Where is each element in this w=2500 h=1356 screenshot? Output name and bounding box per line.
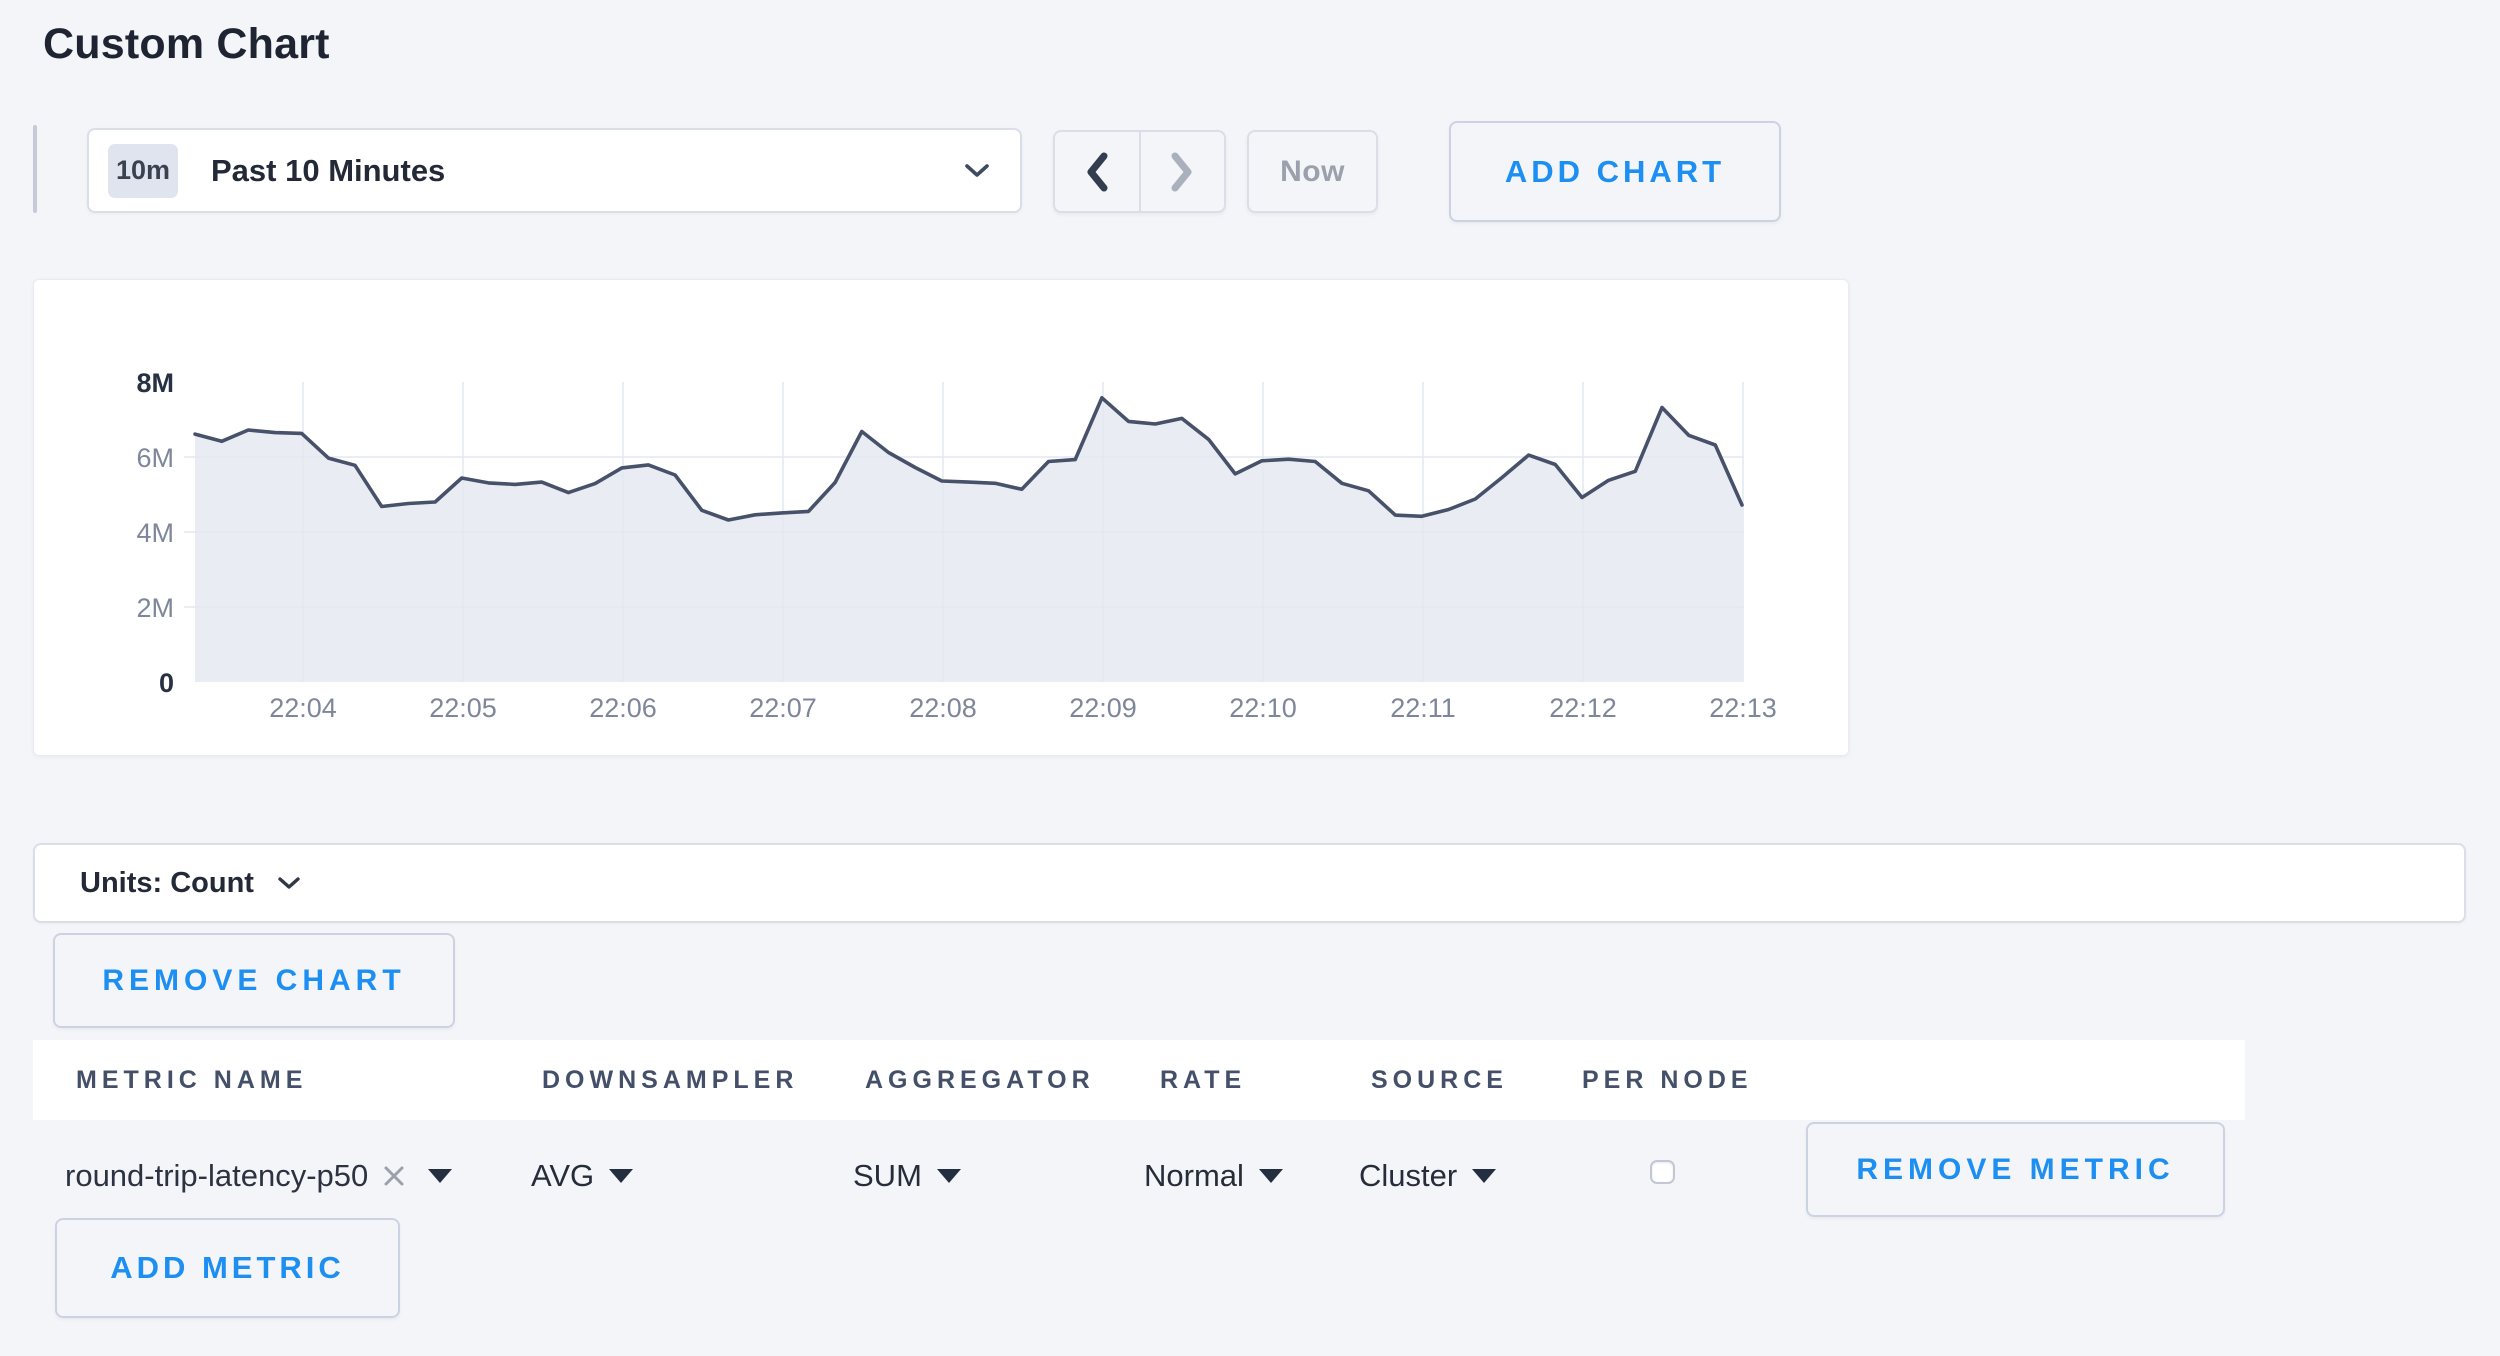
- rate-value: Normal: [1144, 1158, 1244, 1193]
- metrics-table-header: METRIC NAME DOWNSAMPLER AGGREGATOR RATE …: [33, 1040, 2245, 1120]
- caret-down-icon: [428, 1169, 453, 1183]
- metric-name-select[interactable]: round-trip-latency-p50: [65, 1154, 453, 1198]
- source-select[interactable]: Cluster: [1359, 1154, 1497, 1198]
- page-title: Custom Chart: [43, 20, 330, 68]
- svg-text:2M: 2M: [136, 593, 174, 623]
- svg-text:4M: 4M: [136, 518, 174, 548]
- aggregator-select[interactable]: SUM: [853, 1154, 961, 1198]
- svg-text:22:08: 22:08: [909, 693, 977, 723]
- time-window-nav: [1053, 130, 1226, 213]
- source-value: Cluster: [1359, 1158, 1458, 1193]
- caret-down-icon: [609, 1169, 634, 1183]
- downsampler-select[interactable]: AVG: [531, 1154, 634, 1198]
- now-button[interactable]: Now: [1247, 130, 1378, 213]
- custom-chart-card: 22:04 22:05 22:06 22:07 22:08 22:09 22:10 22:11…: [33, 279, 1849, 756]
- metric-name-value: round-trip-latency-p50: [65, 1158, 369, 1193]
- svg-text:22:10: 22:10: [1229, 693, 1297, 723]
- prev-time-button[interactable]: [1055, 132, 1141, 211]
- chevron-left-icon: [1087, 152, 1108, 191]
- remove-metric-button[interactable]: REMOVE METRIC: [1806, 1122, 2225, 1217]
- remove-chart-button[interactable]: REMOVE CHART: [53, 933, 455, 1028]
- downsampler-value: AVG: [531, 1158, 595, 1193]
- column-header-rate: RATE: [1160, 1065, 1247, 1094]
- caret-down-icon: [936, 1169, 961, 1183]
- svg-text:22:13: 22:13: [1709, 693, 1777, 723]
- column-header-metric-name: METRIC NAME: [76, 1065, 308, 1094]
- units-dropdown[interactable]: Units: Count: [33, 843, 2466, 923]
- svg-text:6M: 6M: [136, 443, 174, 473]
- add-chart-button[interactable]: ADD CHART: [1449, 121, 1781, 222]
- units-label: Units: Count: [80, 866, 254, 899]
- svg-text:0: 0: [159, 668, 174, 698]
- caret-down-icon: [1258, 1169, 1283, 1183]
- column-header-per-node: PER NODE: [1582, 1065, 1753, 1094]
- rate-select[interactable]: Normal: [1144, 1154, 1283, 1198]
- svg-text:22:12: 22:12: [1549, 693, 1617, 723]
- svg-text:8M: 8M: [136, 368, 174, 398]
- aggregator-value: SUM: [853, 1158, 922, 1193]
- time-range-label: Past 10 Minutes: [211, 152, 446, 188]
- toolbar-accent-divider: [33, 125, 37, 213]
- svg-text:22:05: 22:05: [429, 693, 497, 723]
- svg-text:22:11: 22:11: [1390, 693, 1456, 723]
- svg-text:22:09: 22:09: [1069, 693, 1137, 723]
- svg-text:22:04: 22:04: [269, 693, 337, 723]
- time-range-dropdown[interactable]: 10m Past 10 Minutes: [87, 128, 1022, 213]
- svg-text:22:07: 22:07: [749, 693, 817, 723]
- caret-down-icon: [1472, 1169, 1497, 1183]
- time-range-badge: 10m: [108, 143, 178, 198]
- chevron-down-icon: [965, 164, 989, 177]
- per-node-checkbox[interactable]: [1650, 1160, 1675, 1184]
- column-header-downsampler: DOWNSAMPLER: [542, 1065, 799, 1094]
- add-metric-button[interactable]: ADD METRIC: [55, 1218, 400, 1318]
- column-header-aggregator: AGGREGATOR: [865, 1065, 1095, 1094]
- chevron-right-icon: [1171, 152, 1192, 191]
- chevron-down-icon: [278, 876, 300, 889]
- clear-metric-icon[interactable]: [382, 1164, 406, 1188]
- timeseries-area-chart[interactable]: 22:04 22:05 22:06 22:07 22:08 22:09 22:10 22:11…: [34, 280, 1848, 755]
- svg-text:22:06: 22:06: [589, 693, 657, 723]
- next-time-button[interactable]: [1141, 132, 1225, 211]
- column-header-source: SOURCE: [1371, 1065, 1508, 1094]
